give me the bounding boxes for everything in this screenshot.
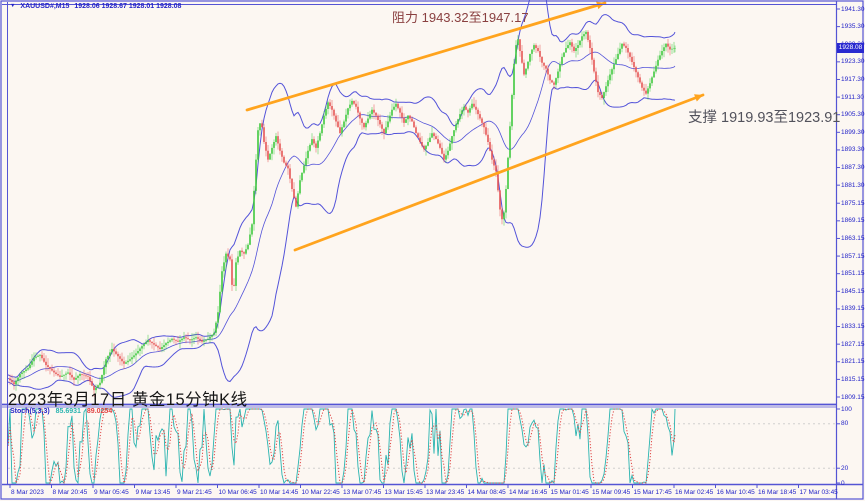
price-axis-label: 1869.15 (841, 217, 865, 225)
time-axis-label: 10 Mar 22:45 (301, 489, 340, 496)
time-axis-label: 17 Mar 03:45 (799, 489, 838, 496)
price-axis-label: 1893.30 (841, 146, 865, 154)
stoch-k-line (7, 407, 676, 485)
time-axis-label: 9 Mar 05:45 (94, 489, 129, 496)
time-axis-label: 10 Mar 06:45 (218, 489, 257, 496)
stoch-scale-label: 0 (841, 479, 845, 487)
bear-candle-wicks (9, 30, 671, 397)
time-axis-label: 9 Mar 13:45 (135, 489, 171, 496)
price-axis-label: 1935.30 (841, 23, 865, 31)
stoch-d-value: 89.0254 (86, 408, 113, 415)
time-axis-label: 16 Mar 10:45 (716, 489, 755, 496)
band-middle-line (7, 51, 676, 382)
lower-support-trendline-arrowhead (694, 94, 703, 102)
price-axis-label: 1905.30 (841, 111, 865, 119)
support-annotation: 支撑 1919.93至1923.91 (688, 110, 841, 126)
price-axis-label: 1827.15 (841, 340, 865, 348)
stoch-scale-label: 100 (841, 405, 852, 413)
price-axis-label: 1809.15 (841, 393, 865, 401)
price-axis-label: 1833.15 (841, 323, 865, 331)
chevron-down-icon[interactable]: ▼ (10, 3, 16, 9)
time-axis-label: 15 Mar 09:45 (592, 489, 631, 496)
stoch-scale-label: 20 (841, 464, 849, 472)
time-axis-label: 15 Mar 01:45 (550, 489, 589, 496)
stoch-scale-label: 80 (841, 420, 849, 428)
stoch-k-value: 85.6931 (55, 408, 81, 415)
bull-candle-wicks (15, 30, 676, 394)
price-axis-label: 1815.15 (841, 375, 865, 383)
symbol-info-bar: ▼ XAUUSD#,M15 1928.06 1928.67 1928.01 19… (10, 3, 184, 10)
price-axis-label: 1863.15 (841, 234, 865, 242)
ohlc-values: 1928.06 1928.67 1928.01 1928.08 (74, 3, 182, 10)
stoch-indicator-label: Stoch(5,3,3) 85.6931 89.0254 (10, 408, 112, 415)
band-upper-line (7, 0, 676, 378)
price-axis-label: 1923.30 (841, 58, 865, 66)
price-axis-label: 1941.30 (841, 5, 865, 13)
time-axis-label: 13 Mar 23:45 (426, 489, 465, 496)
time-axis-label: 14 Mar 16:45 (509, 489, 548, 496)
time-axis-label: 16 Mar 02:45 (675, 489, 714, 496)
time-axis-label: 9 Mar 21:45 (177, 489, 212, 496)
price-axis-label: 1887.30 (841, 164, 865, 172)
chart-caption: 2023年3月17日 黄金15分钟K线 (8, 391, 248, 409)
price-axis-label: 1857.15 (841, 252, 865, 260)
price-axis-label: 1911.30 (841, 93, 865, 101)
upper-channel-trendline-arrowhead (596, 1, 605, 10)
stoch-d-line (7, 407, 676, 485)
current-price-box: 1928.08 (837, 42, 864, 53)
band-lower-line (7, 79, 676, 398)
price-axis-label: 1821.15 (841, 358, 865, 366)
time-axis-label: 15 Mar 17:45 (633, 489, 672, 496)
symbol-name: XAUUSD#,M15 (20, 3, 70, 10)
time-axis-label: 16 Mar 18:45 (758, 489, 797, 496)
price-axis-label: 1875.15 (841, 199, 865, 207)
time-axis-label: 8 Mar 20:45 (52, 489, 88, 496)
bull-candle-bodies (15, 31, 676, 391)
time-axis-label: 13 Mar 07:45 (343, 489, 382, 496)
current-price-value: 1928.08 (838, 43, 863, 51)
time-axis-label: 13 Mar 15:45 (384, 489, 423, 496)
price-axis-label: 1851.15 (841, 270, 865, 278)
bear-candle-bodies (9, 31, 671, 391)
time-axis-label: 8 Mar 2023 (11, 489, 44, 496)
price-axis-label: 1899.30 (841, 128, 865, 136)
time-axis-label: 14 Mar 08:45 (467, 489, 506, 496)
resistance-annotation: 阻力 1943.32至1947.17 (392, 10, 529, 25)
time-axis-label: 10 Mar 14:45 (260, 489, 299, 496)
upper-channel-trendline (245, 1, 607, 112)
stoch-name: Stoch(5,3,3) (10, 408, 50, 415)
price-axis-label: 1881.30 (841, 181, 865, 189)
price-axis-label: 1845.15 (841, 287, 865, 295)
price-axis-label: 1917.30 (841, 75, 865, 83)
price-axis-label: 1839.15 (841, 305, 865, 313)
lower-support-trendline (293, 93, 705, 252)
